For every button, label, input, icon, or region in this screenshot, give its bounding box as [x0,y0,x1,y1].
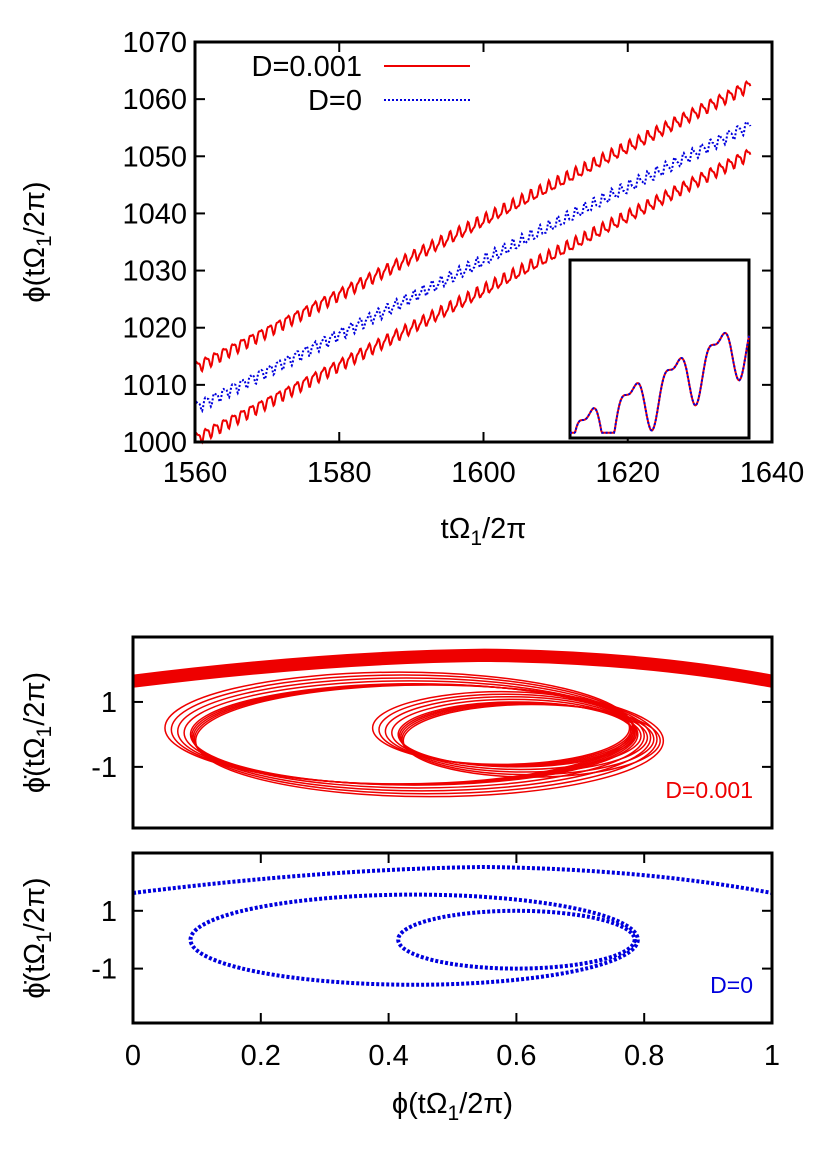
outer-orbit [188,892,640,987]
ytick-label: 1010 [122,370,187,402]
y-axis-label: ϕ̇(tΩ1/2π) [19,877,56,998]
y-axis-label-main: ϕ̇(tΩ [19,737,51,793]
x-axis-label-tail: /2π [482,513,526,545]
xtick-label: 1580 [307,457,372,489]
series-d001-lower [194,148,752,445]
plot-frame [193,40,774,444]
legend-d001-label: D=0.001 [252,51,362,83]
inner-orbit [396,908,637,971]
ytick-label: 1060 [122,84,187,116]
ytick-label: 1040 [122,198,187,230]
y-axis-label-sub: 1 [33,931,56,943]
xtick-label: 0.6 [496,1040,536,1072]
xtick-label: 1640 [740,457,805,489]
y-axis-label-tail: /2π) [19,877,51,931]
plot-frame [131,635,774,830]
outer-orbit [194,684,665,798]
xtick-label: 1620 [595,457,660,489]
xtick-label: 0.8 [624,1040,664,1072]
running-band [132,864,773,895]
y-axis-label: ϕ(tΩ1/2π) [19,181,56,302]
ytick-label: 1020 [122,313,187,345]
series-d001-upper [194,80,752,374]
series-d0 [194,120,752,414]
x-axis-label-main: tΩ [441,513,471,545]
ytick-label: -1 [91,752,117,784]
inner-orbit [397,701,636,768]
running-band [132,658,773,688]
xtick-label: 0 [125,1040,141,1072]
ytick-label: 1050 [122,141,187,173]
plot-frame [131,851,774,1025]
y-axis-label-sub: 1 [33,235,56,247]
y-axis-label-main: ϕ(tΩ [19,247,51,303]
xtick-label: 0.2 [241,1040,281,1072]
inset-series-d001 [570,331,750,434]
y-axis-label-tail: /2π) [19,181,51,235]
inner-orbit [399,702,649,773]
x-axis-label: tΩ1/2π [441,513,527,550]
xtick-label: 1560 [163,457,228,489]
inner-orbit [402,703,661,778]
y-axis-label: ϕ̇(tΩ1/2π) [19,672,56,793]
x-axis-label-tail: /2π) [459,1088,513,1120]
xtick-label: 1 [764,1040,780,1072]
xtick-label: 1600 [451,457,516,489]
y-axis-label-tail: /2π) [19,672,51,726]
ytick-label: 1070 [122,27,187,59]
y-axis-label-sub: 1 [33,726,56,738]
annotation: D=0.001 [665,777,753,803]
ytick-label: 1000 [122,427,187,459]
inner-orbit [398,701,642,771]
y-axis-label-main: ϕ̇(tΩ [19,943,51,999]
phase-plot-d0: 1-1 D=0ϕ̇(tΩ1/2π)0 0.2 0.4 0.6 0.8 1ϕ(tΩ1/2π) [19,851,780,1125]
xtick-label: 0.4 [368,1040,408,1072]
ytick-label: 1 [101,896,117,928]
x-axis-label-sub: 1 [448,1102,460,1125]
annotation: D=0 [710,972,753,998]
inset-frame [568,258,751,440]
x-axis-label: ϕ(tΩ1/2π) [392,1088,513,1125]
ytick-label: -1 [91,954,117,986]
top-plot: 1000 1010 1020 1030 1040 1050 1060 1070 1560 1580… [19,27,804,550]
ytick-label: 1 [101,687,117,719]
x-axis-label-sub: 1 [470,527,482,550]
legend-d0-label: D=0 [308,85,362,117]
x-axis-label-main: ϕ(tΩ [392,1088,448,1120]
ytick-label: 1030 [122,256,187,288]
